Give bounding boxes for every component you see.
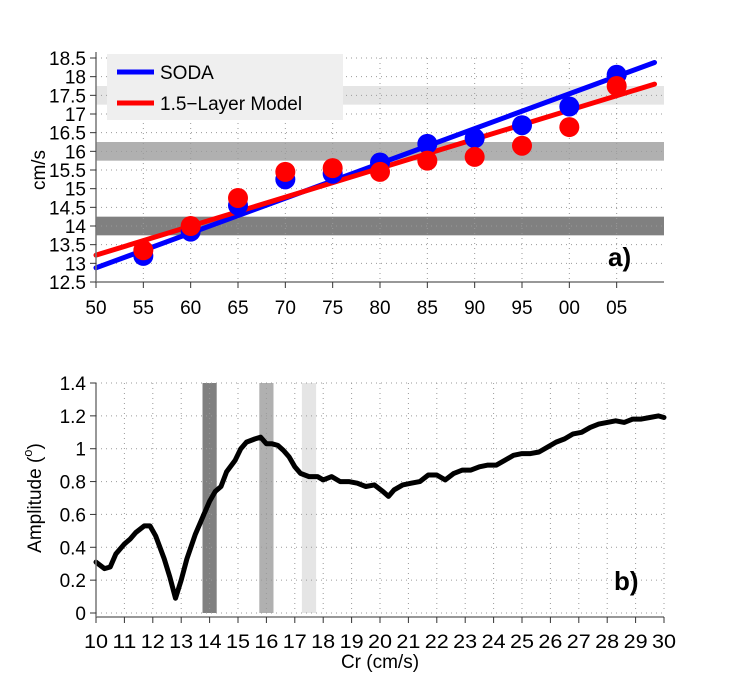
x-tick-label: 90 xyxy=(464,298,485,319)
legend-label-soda: SODA xyxy=(160,63,214,84)
x-tick-label: 19 xyxy=(340,632,364,653)
band-dark-band xyxy=(96,216,664,236)
x-tick-label: 28 xyxy=(595,632,619,653)
series-line-amplitude xyxy=(93,413,667,601)
y-tick-label: 0.6 xyxy=(60,505,86,526)
x-tick-label: 60 xyxy=(180,298,201,319)
x-tick-label: 21 xyxy=(396,632,420,653)
y-axis-label-b-text: Amplitude ( xyxy=(25,456,46,553)
x-tick-label: 65 xyxy=(227,298,248,319)
x-tick-label: 75 xyxy=(322,298,343,319)
x-tick-label: 27 xyxy=(567,632,591,653)
x-tick-label: 29 xyxy=(624,632,648,653)
x-tick-label: 15 xyxy=(226,632,250,653)
x-tick-label: 95 xyxy=(511,298,532,319)
x-tick-label: 24 xyxy=(482,632,506,653)
x-tick-label: 25 xyxy=(510,632,534,653)
y-tick-label: 15.5 xyxy=(49,161,86,182)
x-tick-label: 26 xyxy=(538,632,562,653)
panel-a: 12.51313.51414.51515.51616.51717.51818.5… xyxy=(29,49,664,319)
legend-label-model: 1.5−Layer Model xyxy=(160,94,302,115)
y-tick-label: 1 xyxy=(75,440,86,461)
legend-box xyxy=(107,54,343,120)
y-tick-label: 15 xyxy=(65,180,86,201)
y-tick-label: 17.5 xyxy=(49,86,86,107)
data-point-1-5-layer-model xyxy=(512,135,532,156)
data-point-1-5-layer-model xyxy=(180,216,201,236)
y-tick-label: 0.2 xyxy=(60,571,86,592)
data-point-1-5-layer-model xyxy=(228,188,248,208)
data-point-soda xyxy=(464,128,485,149)
x-tick-label: 18 xyxy=(311,632,335,653)
x-tick-label: 11 xyxy=(112,632,136,653)
y-tick-label: 16 xyxy=(65,142,86,163)
data-point-1-5-layer-model xyxy=(322,158,343,179)
y-tick-label: 0 xyxy=(75,604,86,625)
y-tick-label: 16.5 xyxy=(49,124,86,145)
panel-label-a: a) xyxy=(608,242,631,272)
y-axis-label-b-suffix: ) xyxy=(25,443,46,449)
data-point-soda xyxy=(512,115,532,136)
y-tick-label: 14 xyxy=(65,217,87,238)
data-point-1-5-layer-model xyxy=(133,240,154,261)
data-point-1-5-layer-model xyxy=(606,76,627,96)
y-tick-label: 13 xyxy=(65,254,86,275)
x-tick-label: 20 xyxy=(368,632,392,653)
y-tick-label: 13.5 xyxy=(49,236,86,257)
x-tick-label: 23 xyxy=(453,632,477,653)
y-tick-label: 17 xyxy=(65,105,86,126)
y-tick-label: 1.2 xyxy=(60,407,86,428)
y-tick-label: 14.5 xyxy=(49,198,86,219)
x-tick-label: 10 xyxy=(84,632,108,653)
x-tick-label: 30 xyxy=(652,632,676,653)
x-tick-label: 17 xyxy=(283,632,307,653)
x-tick-label: 70 xyxy=(275,298,296,319)
band-light-band xyxy=(301,383,317,613)
x-tick-label: 80 xyxy=(369,298,390,319)
x-tick-label: 16 xyxy=(254,632,278,653)
y-axis-label-a: cm/s xyxy=(29,150,50,190)
x-tick-label: 14 xyxy=(198,632,222,653)
y-axis-label-b: Amplitude (o) xyxy=(20,443,46,553)
data-point-1-5-layer-model xyxy=(275,161,296,182)
data-point-1-5-layer-model xyxy=(370,161,390,182)
data-point-1-5-layer-model xyxy=(417,150,438,171)
x-tick-label: 55 xyxy=(133,298,154,319)
y-tick-label: 0.4 xyxy=(60,538,87,559)
x-tick-label: 13 xyxy=(169,632,193,653)
data-point-1-5-layer-model xyxy=(559,117,580,138)
y-tick-label: 0.8 xyxy=(60,473,86,494)
x-axis-label-b: Cr (cm/s) xyxy=(341,652,419,673)
x-tick-label: 00 xyxy=(559,298,580,319)
x-tick-label: 12 xyxy=(141,632,165,653)
x-tick-label: 05 xyxy=(606,298,627,319)
y-axis-label-b-degree: o xyxy=(20,449,35,456)
panel-b: 0 0.2 0.4 0.6 0.8 1 1.2 1.4 10 11 12 13 14 15 16 17 18 19… xyxy=(20,374,676,673)
data-point-soda xyxy=(417,133,438,154)
panel-label-b: b) xyxy=(614,566,639,596)
y-tick-label: 12.5 xyxy=(49,273,86,294)
y-tick-label: 1.4 xyxy=(60,374,87,395)
y-tick-label: 18 xyxy=(65,68,86,89)
data-point-1-5-layer-model xyxy=(464,146,485,167)
x-tick-label: 50 xyxy=(85,298,106,319)
data-point-soda xyxy=(559,96,580,117)
x-tick-label: 85 xyxy=(417,298,438,319)
x-tick-label: 22 xyxy=(425,632,449,653)
legend: SODA 1.5−Layer Model xyxy=(107,54,343,120)
y-tick-label: 18.5 xyxy=(49,49,86,70)
